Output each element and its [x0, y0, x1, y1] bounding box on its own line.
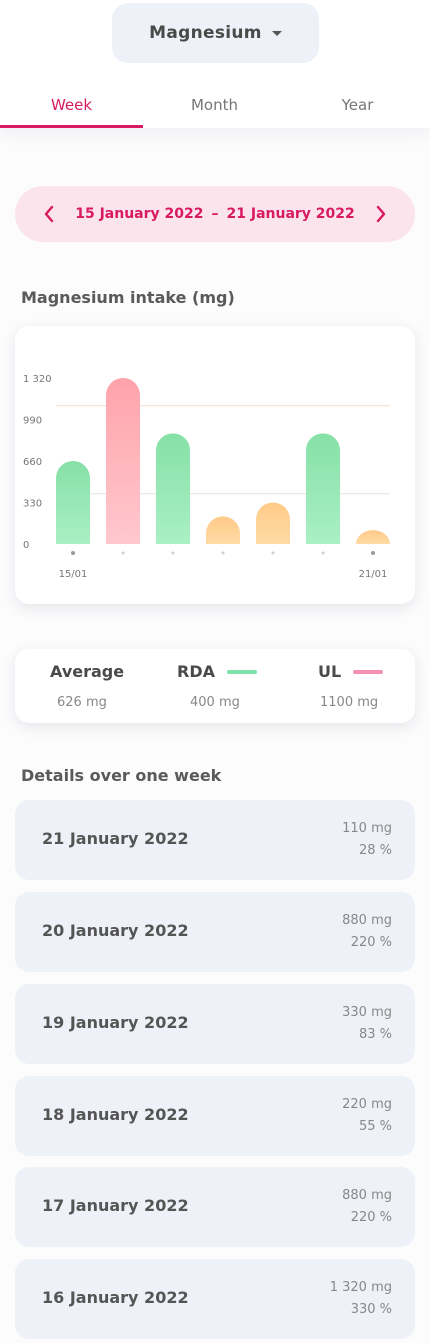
- day-intake-mg: 220 mg: [342, 1097, 392, 1112]
- day-intake-mg: 110 mg: [342, 821, 392, 836]
- rda-value: 400 mg: [190, 695, 240, 710]
- day-intake-percent: 28 %: [358, 843, 392, 858]
- x-tick-dot: [221, 551, 225, 555]
- nutrient-dropdown[interactable]: Magnesium: [112, 3, 319, 63]
- rda-label: RDA: [177, 662, 215, 681]
- day-intake-mg: 880 mg: [342, 913, 392, 928]
- day-row[interactable]: 20 January 2022 880 mg 220 %: [15, 892, 415, 972]
- day-row[interactable]: 17 January 2022 880 mg 220 %: [15, 1167, 415, 1247]
- bar-15/01[interactable]: [56, 461, 90, 544]
- day-date: 18 January 2022: [42, 1105, 189, 1124]
- tab-year[interactable]: Year: [341, 96, 374, 114]
- chevron-left-icon: [44, 205, 54, 223]
- x-tick-dot: [71, 551, 75, 555]
- x-tick-label: 21/01: [359, 569, 388, 580]
- day-intake-percent: 220 %: [350, 1210, 392, 1225]
- bar-20/01[interactable]: [306, 433, 340, 544]
- ul-label-group: UL: [318, 662, 384, 681]
- bar-17/01[interactable]: [156, 433, 190, 544]
- day-intake-mg: 330 mg: [342, 1005, 392, 1020]
- day-row[interactable]: 16 January 2022 1 320 mg 330 %: [15, 1259, 415, 1339]
- day-row[interactable]: 18 January 2022 220 mg 55 %: [15, 1076, 415, 1156]
- chevron-right-icon: [376, 205, 386, 223]
- y-tick-label: 1 320: [23, 374, 52, 385]
- x-tick-dot: [171, 551, 175, 555]
- ul-label: UL: [318, 662, 342, 681]
- active-tab-indicator: [0, 125, 143, 128]
- day-row[interactable]: 19 January 2022 330 mg 83 %: [15, 984, 415, 1064]
- previous-week-button[interactable]: [29, 186, 69, 242]
- average-label: Average: [50, 662, 125, 681]
- chart-title: Magnesium intake (mg): [21, 288, 235, 307]
- day-intake-percent: 83 %: [358, 1027, 392, 1042]
- rda-label-group: RDA: [177, 662, 257, 681]
- details-title: Details over one week: [21, 766, 222, 785]
- y-tick-label: 990: [23, 416, 42, 427]
- day-date: 21 January 2022: [42, 829, 189, 848]
- next-week-button[interactable]: [361, 186, 401, 242]
- bar-19/01[interactable]: [256, 502, 290, 544]
- x-tick-dot: [271, 551, 275, 555]
- rda-legend-line: [226, 669, 257, 674]
- y-tick-label: 330: [23, 499, 42, 510]
- ul-value: 1100 mg: [320, 695, 379, 710]
- tab-month[interactable]: Month: [190, 96, 238, 114]
- day-intake-mg: 880 mg: [342, 1188, 392, 1203]
- day-intake-percent: 220 %: [350, 935, 392, 950]
- nutrient-dropdown-label: Magnesium: [149, 23, 262, 43]
- x-tick-dot: [371, 551, 375, 555]
- day-date: 20 January 2022: [42, 921, 189, 940]
- intake-bar-chart: 0 330 660 990 1 320 15/01 21/01: [23, 374, 390, 580]
- chevron-down-icon: [271, 30, 282, 36]
- range-start: 15 January 2022: [75, 206, 204, 222]
- y-tick-label: 0: [23, 540, 29, 551]
- day-date: 16 January 2022: [42, 1288, 189, 1307]
- day-intake-percent: 330 %: [350, 1302, 392, 1317]
- x-tick-dot: [121, 551, 125, 555]
- range-separator: –: [211, 206, 219, 222]
- bar-18/01[interactable]: [206, 516, 240, 544]
- day-row[interactable]: 21 January 2022 110 mg 28 %: [15, 800, 415, 880]
- day-date: 17 January 2022: [42, 1196, 189, 1215]
- date-range-bar: 15 January 2022 – 21 January 2022: [15, 186, 415, 242]
- tab-week[interactable]: Week: [50, 96, 93, 114]
- day-intake-mg: 1 320 mg: [329, 1280, 392, 1295]
- stats-summary: Average 626 mg RDA 400 mg UL 1100 mg: [15, 649, 415, 723]
- intake-chart-card: 0 330 660 990 1 320 15/01 21/01: [15, 326, 415, 604]
- ul-legend-line: [353, 669, 384, 674]
- average-value: 626 mg: [57, 695, 107, 710]
- y-tick-label: 660: [23, 457, 42, 468]
- day-intake-percent: 55 %: [358, 1119, 392, 1134]
- day-date: 19 January 2022: [42, 1013, 189, 1032]
- x-tick-dot: [321, 551, 325, 555]
- bar-16/01[interactable]: [106, 378, 140, 544]
- bar-21/01[interactable]: [356, 530, 390, 544]
- range-end: 21 January 2022: [226, 206, 355, 222]
- x-tick-label: 15/01: [59, 569, 88, 580]
